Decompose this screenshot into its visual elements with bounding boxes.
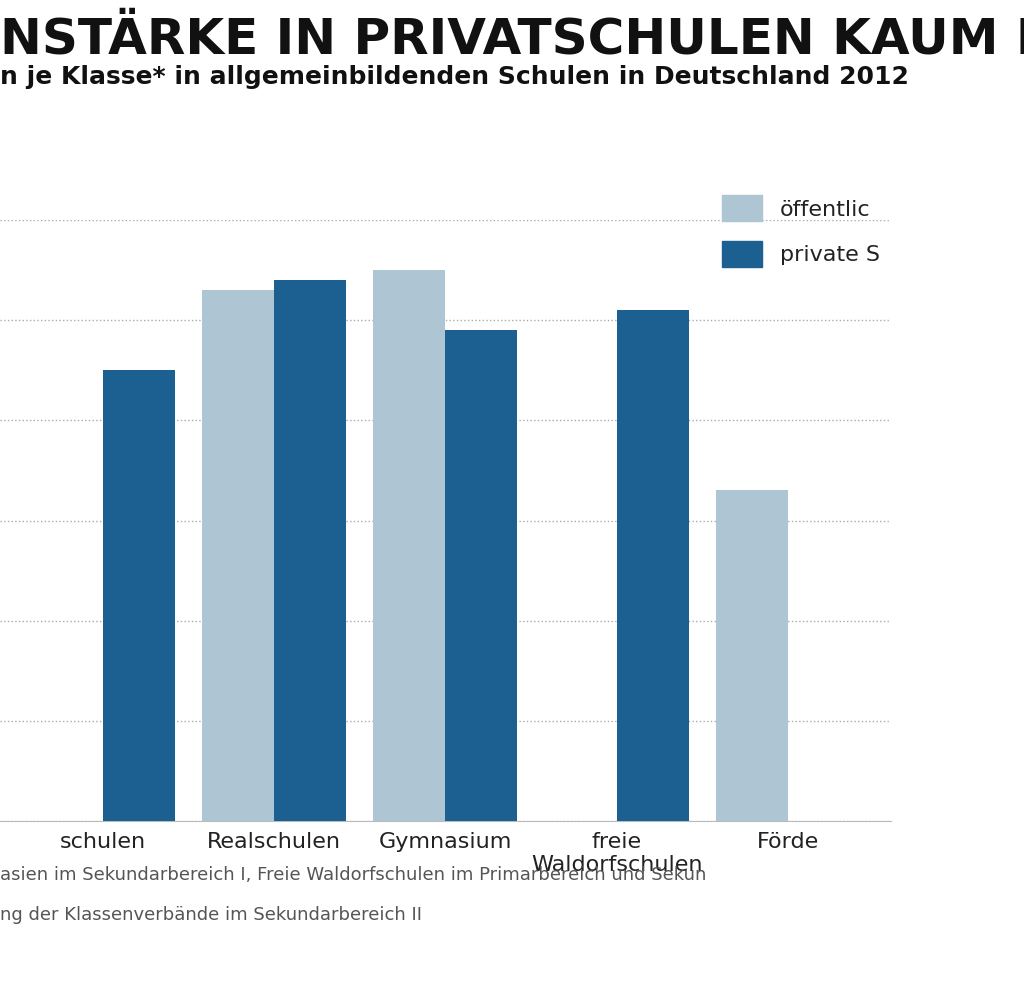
Text: ng der Klassenverbände im Sekundarbereich II: ng der Klassenverbände im Sekundarbereic… [0, 906, 422, 924]
Bar [102, 370, 175, 821]
Bar [374, 270, 445, 821]
Text: n je Klasse* in allgemeinbildenden Schulen in Deutschland 2012: n je Klasse* in allgemeinbildenden Schul… [0, 65, 909, 89]
Bar [445, 330, 517, 821]
Text: asien im Sekundarbereich I, Freie Waldorfschulen im Primarbereich und Sekun: asien im Sekundarbereich I, Freie Waldor… [0, 866, 707, 884]
Bar [616, 310, 689, 821]
Bar [716, 490, 788, 821]
Bar [202, 290, 274, 821]
Legend: öffentlic, private S: öffentlic, private S [722, 195, 880, 266]
Text: NSTÄRKE IN PRIVATSCHULEN KAUM NIEDR: NSTÄRKE IN PRIVATSCHULEN KAUM NIEDR [0, 15, 1024, 63]
Bar [274, 280, 346, 821]
